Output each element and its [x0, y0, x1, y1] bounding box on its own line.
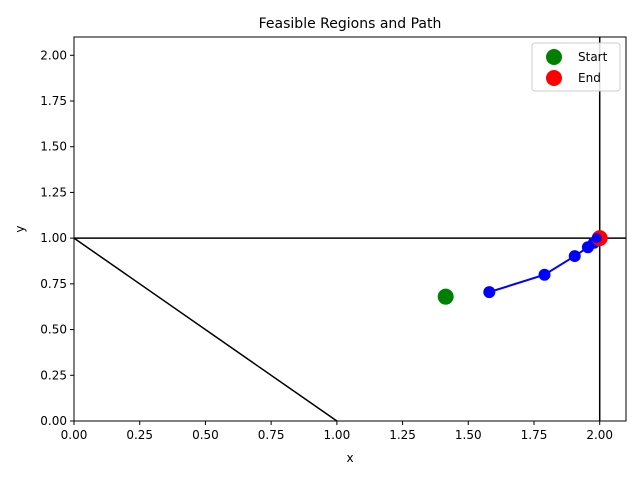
- x-tick-label: 1.50: [455, 428, 482, 442]
- x-tick-label: 0.00: [61, 428, 88, 442]
- y-tick-label: 1.00: [40, 231, 67, 245]
- y-tick-label: 1.50: [40, 140, 67, 154]
- plot-frame: [73, 36, 627, 422]
- start-marker: [437, 288, 454, 305]
- y-tick-label: 0.50: [40, 323, 67, 337]
- y-axis-label: y: [13, 225, 27, 232]
- markers: [437, 230, 608, 305]
- x-axis-label: x: [346, 451, 353, 465]
- x-tick-label: 1.25: [389, 428, 416, 442]
- constraint-lines: [73, 37, 626, 422]
- y-tick-label: 0.75: [40, 277, 67, 291]
- legend-start-label: Start: [578, 50, 608, 64]
- y-tick-label: 0.25: [40, 368, 67, 382]
- chart-title: Feasible Regions and Path: [259, 16, 442, 32]
- y-tick-label: 1.75: [40, 94, 67, 108]
- x-tick-label: 1.00: [323, 428, 350, 442]
- legend-start-marker: [546, 49, 562, 65]
- path-point: [483, 286, 496, 299]
- x-tick-label: 0.25: [126, 428, 153, 442]
- y-tick-label: 0.00: [40, 414, 67, 428]
- path-point: [568, 250, 581, 263]
- legend-end-marker: [546, 70, 562, 86]
- y-tick-label: 1.25: [40, 185, 67, 199]
- x-tick-label: 1.75: [521, 428, 548, 442]
- path-point: [538, 268, 551, 281]
- path-point: [591, 233, 602, 244]
- x-tick-label: 2.00: [586, 428, 613, 442]
- legend: Start End: [531, 42, 621, 92]
- path-layer: [483, 232, 606, 299]
- constraint-line-diagonal: [73, 237, 338, 422]
- x-tick-label: 0.50: [192, 428, 219, 442]
- x-tick-label: 0.75: [258, 428, 285, 442]
- x-axis: 0.00 0.25 0.50 0.75 1.00 1.25 1.50 1.75 2.00: [61, 421, 613, 442]
- y-axis: 0.00 0.25 0.50 0.75 1.00 1.25 1.50 1.75 2.00: [40, 48, 74, 428]
- y-tick-label: 2.00: [40, 48, 67, 62]
- legend-end-label: End: [578, 71, 601, 85]
